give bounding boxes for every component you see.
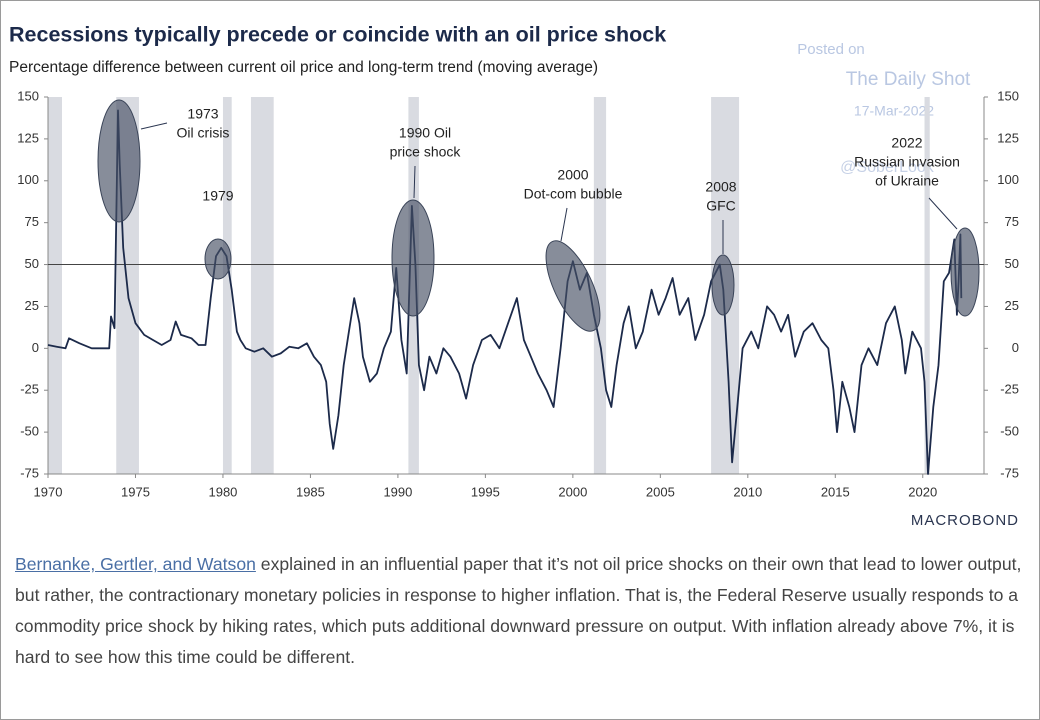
annotation-pointer — [928, 197, 958, 230]
link[interactable]: Bernanke, Gertler, and Watson — [15, 554, 256, 574]
x-tick-label: 2010 — [733, 484, 762, 499]
chart-title: Recessions typically precede or coincide… — [9, 23, 666, 47]
y-tick-label: 150 — [17, 88, 39, 103]
chart-subtitle: Percentage difference between current oi… — [9, 59, 598, 76]
annotation-label: 1979 — [202, 188, 233, 204]
x-tick-label: 1980 — [208, 484, 237, 499]
y-tick-label: 50 — [25, 256, 39, 271]
y2-tick-label: 50 — [1005, 256, 1019, 271]
highlight-ellipse — [204, 238, 232, 280]
y2-tick-label: 0 — [1012, 340, 1019, 355]
x-tick-label: 1985 — [296, 484, 325, 499]
x-tick-label: 1995 — [471, 484, 500, 499]
x-tick-label: 1990 — [383, 484, 412, 499]
highlight-ellipse — [391, 199, 435, 317]
y2-tick-label: -25 — [1000, 382, 1019, 397]
data-line — [47, 109, 963, 475]
highlight-ellipse — [97, 99, 141, 223]
y-tick-label: 0 — [32, 340, 39, 355]
annotation-label: Russian invasion — [854, 154, 960, 170]
y-tick-label: -50 — [20, 424, 39, 439]
annotation-label: 2000 — [557, 167, 588, 183]
y2-tick-label: -75 — [1000, 465, 1019, 480]
annotation-pointer — [413, 165, 416, 199]
annotation-label: 1973 — [187, 106, 218, 122]
annotation-pointer — [140, 122, 168, 130]
y-tick-label: 75 — [25, 214, 39, 229]
y2-tick-label: 150 — [997, 88, 1019, 103]
y2-tick-label: 75 — [1005, 214, 1019, 229]
highlight-ellipse — [545, 240, 601, 332]
annotation-pointer — [560, 207, 568, 242]
y-tick-label: -75 — [20, 465, 39, 480]
annotation-label: 2022 — [891, 135, 922, 151]
paragraph-text: explained in an influential paper that i… — [15, 554, 1022, 667]
y2-tick-label: 125 — [997, 130, 1019, 145]
recession-band — [924, 97, 930, 474]
recession-band — [250, 97, 274, 474]
annotation-label: of Ukraine — [875, 173, 939, 189]
highlight-ellipse — [711, 254, 735, 316]
y2-tick-label: 25 — [1005, 298, 1019, 313]
x-tick-label: 1975 — [121, 484, 150, 499]
chart: Recessions typically precede or coincide… — [9, 23, 1019, 529]
highlight-ellipse — [950, 227, 980, 317]
watermark: @SoberLook — [840, 159, 935, 176]
annotation-label: 2008 — [705, 179, 736, 195]
annotation-label: Oil crisis — [177, 125, 230, 141]
y2-tick-label: 100 — [997, 172, 1019, 187]
annotation-label: GFC — [706, 198, 736, 214]
watermark: Posted on — [797, 41, 865, 58]
recession-band — [222, 97, 232, 474]
annotation-label: price shock — [390, 144, 462, 160]
x-tick-label: 1970 — [34, 484, 63, 499]
recession-band — [593, 97, 607, 474]
watermark: The Daily Shot — [846, 69, 971, 90]
watermark: 17-Mar-2022 — [854, 103, 934, 119]
y-tick-label: 100 — [17, 172, 39, 187]
annotation-label: Dot-com bubble — [524, 186, 623, 202]
x-tick-label: 2020 — [908, 484, 937, 499]
source-logo: MACROBOND — [911, 512, 1019, 529]
annotation-label: 1990 Oil — [399, 125, 451, 141]
x-tick-label: 2000 — [558, 484, 587, 499]
y-tick-label: -25 — [20, 382, 39, 397]
x-tick-label: 2005 — [646, 484, 675, 499]
y-tick-label: 25 — [25, 298, 39, 313]
y-tick-label: 125 — [17, 130, 39, 145]
paragraph: Bernanke, Gertler, and Watson explained … — [15, 549, 1027, 673]
x-tick-label: 2015 — [821, 484, 850, 499]
y2-tick-label: -50 — [1000, 424, 1019, 439]
recession-band — [48, 97, 62, 474]
